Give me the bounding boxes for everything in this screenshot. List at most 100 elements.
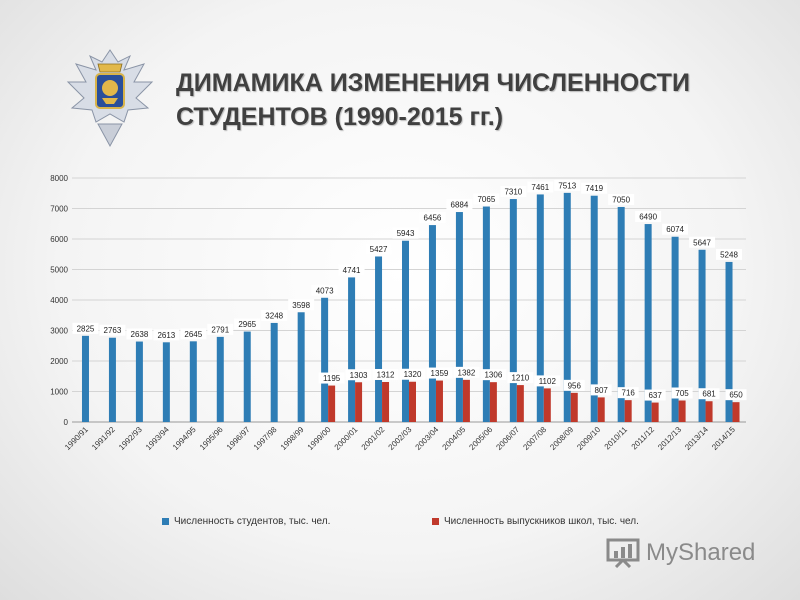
data-label-text: 5943	[397, 229, 415, 238]
data-label-text: 1210	[511, 374, 529, 383]
graduates-bar	[543, 388, 551, 422]
students-bar	[617, 206, 625, 422]
x-tick-label: 2001/02	[360, 425, 387, 452]
data-label-box	[617, 387, 639, 399]
title-line-1: ДИМАМИКА ИЗМЕНЕНИЯ ЧИСЛЕННОСТИ	[176, 69, 690, 97]
data-label-box	[153, 329, 180, 341]
data-label-box	[419, 212, 446, 224]
graduates-bar	[732, 402, 740, 422]
data-label-box	[338, 264, 365, 276]
graduates-data-label: 1359	[426, 367, 453, 379]
graduates-bar	[355, 382, 363, 422]
x-tick-label: 2006/07	[494, 425, 521, 452]
data-label-text: 4073	[316, 286, 334, 295]
graduates-data-label: 1382	[453, 366, 480, 378]
data-label-box	[716, 248, 743, 260]
x-tick-label: 1996/97	[225, 425, 252, 452]
data-label-box	[318, 372, 345, 384]
data-label-text: 6884	[451, 201, 469, 210]
data-label-text: 807	[595, 386, 609, 395]
students-data-label: 2645	[180, 328, 207, 340]
students-data-label: 6490	[635, 211, 662, 223]
x-tick-label: 2002/03	[387, 425, 414, 452]
graduates-bar	[409, 381, 416, 422]
graduates-bar	[435, 380, 443, 422]
data-label-box	[534, 375, 561, 387]
data-label-text: 1382	[458, 368, 476, 377]
students-bar	[509, 199, 517, 422]
students-bar	[297, 312, 305, 422]
students-data-label: 2965	[234, 318, 261, 330]
legend-label-graduates: Численность выпускников школ, тыс. чел.	[444, 516, 639, 527]
graduates-bar	[489, 382, 497, 422]
x-tick-label: 1993/94	[144, 425, 171, 452]
data-label-box	[453, 366, 480, 378]
x-tick-label: 2005/06	[467, 425, 494, 452]
x-tick-label: 2011/12	[630, 425, 657, 452]
graduates-bar	[328, 385, 336, 422]
students-bar	[428, 225, 436, 422]
data-label-box	[662, 223, 689, 235]
data-label-box	[644, 389, 666, 401]
data-label-box	[507, 372, 534, 384]
students-data-label: 6884	[446, 199, 473, 211]
data-label-box	[365, 243, 392, 255]
graduates-data-label: 1102	[534, 375, 561, 387]
x-axis-ticks: 1990/91 1991/92 1992/93 1993/94 1994/95 1995/…	[63, 425, 737, 452]
students-bar	[348, 277, 356, 422]
data-label-box	[311, 284, 338, 296]
students-bar	[698, 249, 706, 422]
students-data-label: 7050	[608, 193, 635, 205]
graduates-data-label: 637	[644, 389, 666, 401]
x-tick-label: 2009/10	[575, 425, 602, 452]
graduates-bar	[570, 392, 578, 422]
data-label-text: 5647	[693, 238, 711, 247]
students-bar	[243, 331, 251, 422]
x-tick-label: 2014/15	[710, 425, 737, 452]
x-tick-label: 1999/00	[306, 425, 333, 452]
students-bar	[162, 342, 170, 422]
graduates-data-label: 1312	[372, 368, 399, 380]
data-label-box	[473, 193, 500, 205]
data-label-text: 7310	[504, 188, 522, 197]
data-label-text: 3598	[292, 301, 310, 310]
graduates-data-label: 956	[563, 379, 585, 391]
data-label-box	[372, 368, 399, 380]
data-label-text: 637	[648, 391, 662, 400]
data-label-box	[698, 388, 720, 400]
x-tick-label: 1994/95	[171, 425, 198, 452]
data-label-text: 5248	[720, 250, 738, 259]
data-label-box	[480, 369, 507, 381]
legend-swatch-graduates	[432, 518, 439, 525]
students-bar	[536, 194, 544, 422]
data-label-text: 2638	[131, 330, 149, 339]
students-bar	[671, 236, 679, 422]
data-label-text: 681	[702, 390, 716, 399]
bars	[81, 192, 740, 422]
students-data-label: 7461	[527, 181, 554, 193]
data-label-text: 7461	[531, 183, 549, 192]
data-label-box	[72, 322, 99, 334]
students-data-label: 5248	[716, 248, 743, 260]
data-label-text: 716	[622, 389, 636, 398]
x-tick-label: 2013/14	[683, 425, 710, 452]
data-label-text: 705	[675, 389, 689, 398]
students-data-label: 3248	[261, 309, 288, 321]
data-label-text: 1359	[431, 369, 449, 378]
x-tick-label: 1990/91	[63, 425, 90, 452]
y-tick-label: 8000	[50, 174, 68, 183]
students-data-label: 2613	[153, 329, 180, 341]
graduates-bar	[678, 400, 686, 422]
students-data-label: 7065	[473, 193, 500, 205]
data-label-text: 3248	[265, 311, 283, 320]
students-data-label: 2638	[126, 328, 153, 340]
x-tick-label: 1992/93	[117, 425, 144, 452]
graduates-data-label: 681	[698, 388, 720, 400]
students-bar	[590, 195, 598, 422]
data-label-text: 7065	[477, 195, 495, 204]
data-label-text: 4741	[343, 266, 361, 275]
data-label-text: 1102	[539, 377, 557, 386]
y-tick-label: 2000	[50, 357, 68, 366]
students-bar	[135, 341, 143, 422]
